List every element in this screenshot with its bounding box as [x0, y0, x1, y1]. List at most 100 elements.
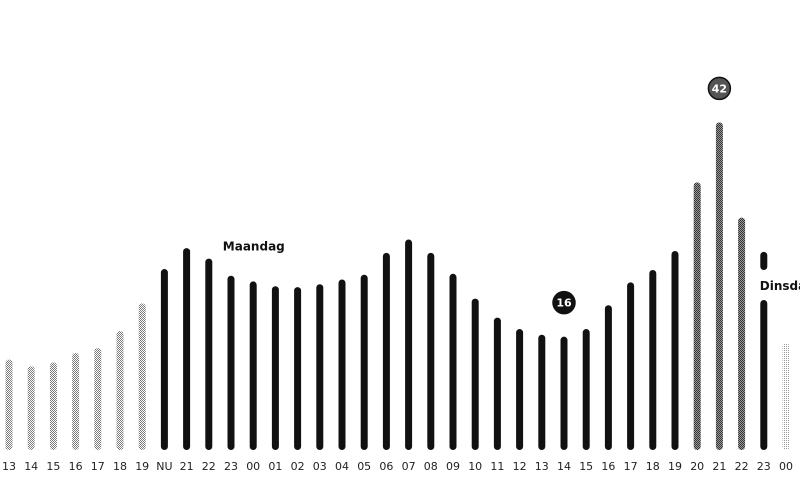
- day-label: Maandag: [223, 240, 285, 254]
- bar: [405, 239, 413, 450]
- bar-segment: [627, 282, 635, 450]
- x-tick-label: 19: [668, 460, 682, 473]
- x-tick-label: 09: [446, 460, 460, 473]
- bar: [604, 305, 612, 450]
- bar: [382, 252, 390, 450]
- bar-segment: [27, 366, 35, 450]
- bar: [782, 343, 790, 450]
- bar: [160, 269, 168, 450]
- x-tick-label: 14: [24, 460, 38, 473]
- value-marker: 42: [707, 76, 732, 101]
- x-tick-label: 01: [268, 460, 282, 473]
- bar-segment: [382, 252, 390, 450]
- bar-segment: [604, 305, 612, 450]
- day-label: Dinsdag: [760, 279, 800, 293]
- x-tick-label: 14: [557, 460, 571, 473]
- day-annotations: Maandag Dinsdag: [223, 240, 800, 293]
- bar: [582, 329, 590, 450]
- x-tick-label: 13: [535, 460, 549, 473]
- bar-segment: [183, 248, 191, 450]
- bar: [72, 352, 80, 450]
- x-tick-label: 07: [402, 460, 416, 473]
- bar-segment: [715, 122, 723, 450]
- bar: [427, 252, 435, 450]
- bar-segment: [205, 258, 213, 450]
- x-tick-label: 21: [712, 460, 726, 473]
- bar: [560, 336, 568, 450]
- marker-circle: [552, 290, 576, 315]
- x-tick-label: 18: [646, 460, 660, 473]
- bar: [693, 182, 701, 450]
- x-tick-label: NU: [156, 460, 172, 473]
- marker-value: 42: [712, 82, 727, 95]
- x-axis-ticks: 13 14 15 16 17 18 19 NU 21 22 23 00 01 02 03 04 05 06 07 08…: [2, 460, 793, 473]
- x-tick-label: 05: [357, 460, 371, 473]
- bar-segment: [94, 348, 102, 450]
- x-tick-label: 17: [624, 460, 638, 473]
- bars: [5, 122, 790, 450]
- bar-segment: [560, 336, 568, 450]
- marker-circle: [707, 76, 732, 101]
- x-tick-label: 20: [690, 460, 704, 473]
- bar: [5, 359, 13, 450]
- x-tick-label: 13: [2, 460, 16, 473]
- bar-segment: [671, 250, 679, 450]
- x-tick-label: 02: [291, 460, 305, 473]
- x-tick-label: 22: [202, 460, 216, 473]
- x-tick-label: 23: [757, 460, 771, 473]
- x-tick-label: 11: [490, 460, 504, 473]
- bar-segment: [649, 270, 657, 450]
- bar: [138, 303, 146, 450]
- bar: [116, 330, 124, 450]
- x-tick-label: 00: [246, 460, 260, 473]
- bar: [471, 298, 479, 450]
- x-tick-label: 00: [779, 460, 793, 473]
- bar: [760, 251, 768, 450]
- bar-segment: [516, 329, 524, 450]
- x-tick-label: 15: [46, 460, 60, 473]
- bar-segment: [538, 334, 546, 450]
- bar-segment: [427, 252, 435, 450]
- bar: [360, 274, 368, 450]
- bar-segment: [5, 359, 13, 450]
- bar: [671, 250, 679, 450]
- bar-segment: [360, 274, 368, 450]
- x-tick-label: 23: [224, 460, 238, 473]
- bar-segment: [449, 273, 457, 450]
- bar: [227, 275, 235, 450]
- bar-segment: [405, 239, 413, 450]
- bar-segment: [49, 362, 57, 450]
- bar: [627, 282, 635, 450]
- bar: [316, 284, 324, 450]
- bar-segment: [160, 269, 168, 450]
- bar: [449, 273, 457, 450]
- bar-segment: [249, 281, 257, 450]
- x-tick-label: 08: [424, 460, 438, 473]
- bar-segment: [138, 303, 146, 450]
- x-tick-label: 10: [468, 460, 482, 473]
- x-tick-label: 16: [601, 460, 615, 473]
- bar: [271, 286, 279, 450]
- x-tick-label: 12: [513, 460, 527, 473]
- bar-segment: [582, 329, 590, 450]
- bar: [249, 281, 257, 450]
- bar: [205, 258, 213, 450]
- x-tick-label: 04: [335, 460, 349, 473]
- bar-segment: [227, 275, 235, 450]
- x-tick-label: 19: [135, 460, 149, 473]
- bar-segment: [338, 279, 346, 450]
- x-tick-label: 17: [91, 460, 105, 473]
- bar-segment: [760, 251, 768, 270]
- value-marker: 16: [552, 290, 576, 315]
- bar-segment: [693, 182, 701, 450]
- marker-value: 16: [556, 297, 572, 310]
- x-tick-label: 15: [579, 460, 593, 473]
- x-tick-label: 21: [180, 460, 194, 473]
- bar-segment: [294, 287, 302, 450]
- bar: [49, 362, 57, 450]
- bar: [649, 270, 657, 450]
- bar: [338, 279, 346, 450]
